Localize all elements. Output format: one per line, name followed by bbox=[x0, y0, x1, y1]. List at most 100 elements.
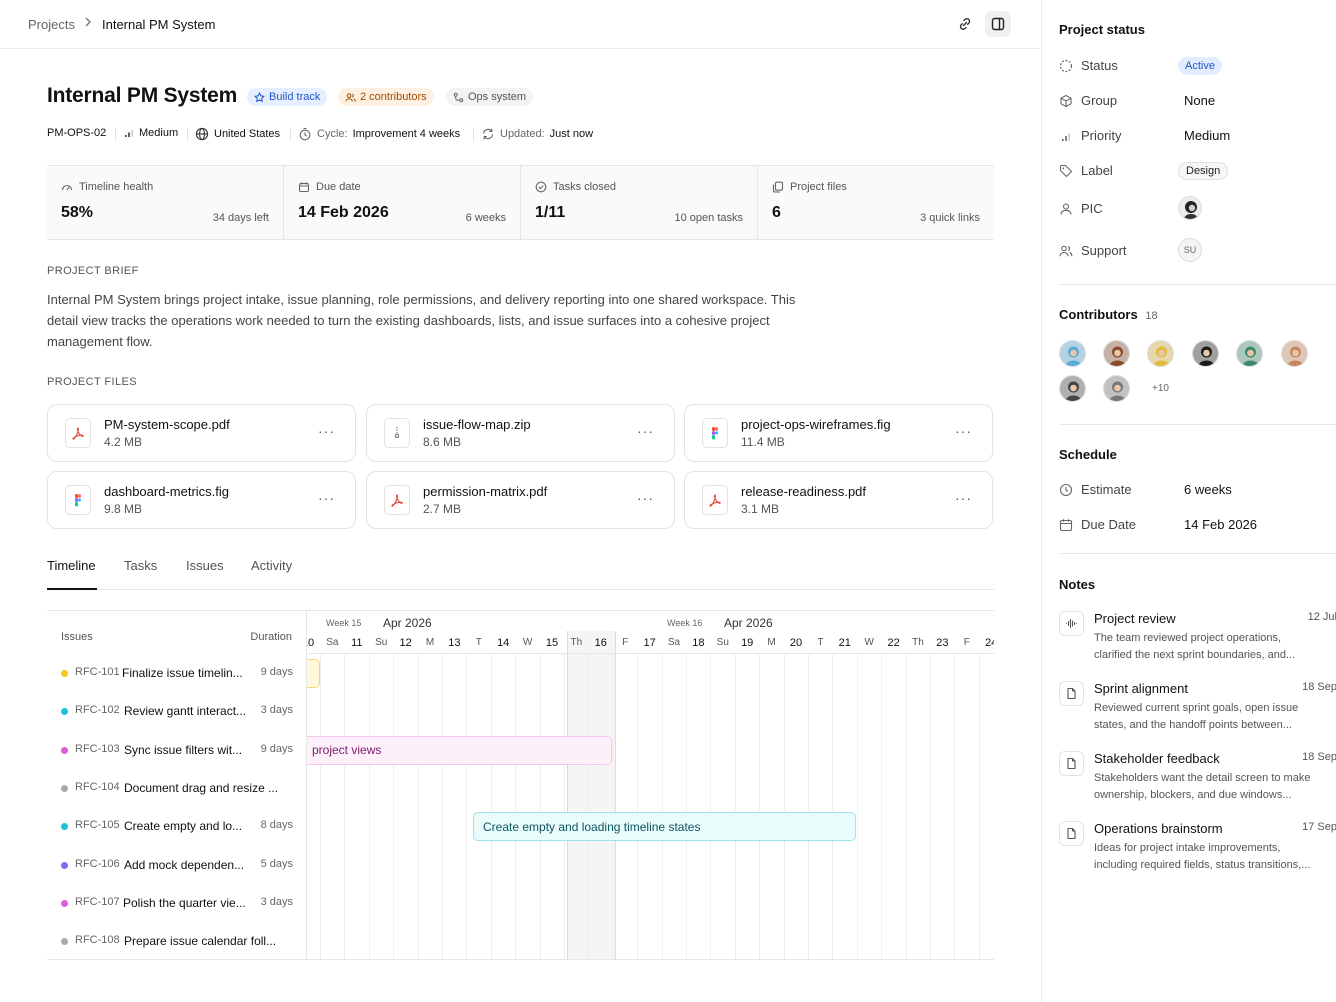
files-heading: PROJECT FILES bbox=[47, 376, 137, 388]
more-options-button[interactable]: ··· bbox=[637, 423, 654, 439]
issue-row[interactable]: RFC-108 Prepare issue calendar foll... bbox=[47, 922, 307, 959]
gantt-grid: 10 Sa 11 Su 12 M 13 T 14 W 15 Th 16 F 17 Sa 18 Su 19 M 20 T 21… bbox=[302, 611, 994, 959]
note-item[interactable]: Sprint alignment 18 Sep Reviewed current s… bbox=[1059, 681, 1336, 747]
weekday-label: W bbox=[864, 637, 874, 648]
stat-label: Due date bbox=[298, 181, 361, 193]
prop-label: Label bbox=[1081, 163, 1113, 178]
file-size: 4.2 MB bbox=[104, 435, 143, 449]
file-card[interactable]: issue-flow-map.zip 8.6 MB ··· bbox=[366, 404, 675, 462]
due-date-value[interactable]: 14 Feb 2026 bbox=[1184, 517, 1258, 532]
file-card[interactable]: dashboard-metrics.fig 9.8 MB ··· bbox=[47, 471, 356, 529]
system-chip[interactable]: Ops system bbox=[446, 88, 534, 106]
contributors-chip[interactable]: 2 contributors bbox=[338, 88, 434, 106]
tab-tasks[interactable]: Tasks bbox=[124, 558, 158, 573]
day-number: 14 bbox=[497, 637, 510, 649]
tab-timeline[interactable]: Timeline bbox=[47, 558, 96, 573]
issue-row[interactable]: RFC-105 Create empty and lo... 8 days bbox=[47, 807, 307, 845]
note-item[interactable]: Operations brainstorm 17 Sep Ideas for pro… bbox=[1059, 821, 1336, 887]
meta-cycle[interactable]: Cycle: Improvement 4 weeks bbox=[298, 127, 460, 141]
issue-id: RFC-108 bbox=[75, 934, 120, 947]
more-options-button[interactable]: ··· bbox=[318, 423, 335, 439]
issue-duration: 3 days bbox=[260, 704, 293, 717]
breadcrumb-projects[interactable]: Projects bbox=[28, 17, 75, 32]
contributor-avatar[interactable] bbox=[1103, 375, 1130, 402]
note-title: Stakeholder feedback bbox=[1094, 751, 1220, 766]
tab-activity[interactable]: Activity bbox=[251, 558, 293, 573]
stat-project-files: Project files 6 3 quick links bbox=[758, 166, 994, 239]
label-badge[interactable]: Design bbox=[1178, 162, 1229, 180]
issue-row[interactable]: RFC-107 Polish the quarter vie... 3 days bbox=[47, 884, 307, 922]
issue-row[interactable]: RFC-106 Add mock dependen... 5 days bbox=[47, 846, 307, 884]
weekday-label: F bbox=[622, 637, 629, 648]
contributor-avatar[interactable] bbox=[1059, 340, 1086, 367]
prop-pic: PIC bbox=[1059, 201, 1103, 216]
contributor-avatar[interactable] bbox=[1059, 375, 1086, 402]
estimate-value[interactable]: 6 weeks bbox=[1184, 482, 1232, 497]
timeline-bar[interactable]: project views bbox=[302, 735, 612, 765]
file-card[interactable]: PM-system-scope.pdf 4.2 MB ··· bbox=[47, 404, 356, 462]
note-item[interactable]: Project review 12 Jul The team reviewed pr… bbox=[1059, 611, 1336, 677]
issues-column-header: Issues bbox=[61, 631, 93, 643]
calendar-icon bbox=[1059, 518, 1073, 531]
contributor-avatar[interactable] bbox=[1236, 340, 1263, 367]
issue-row[interactable]: RFC-104 Document drag and resize ... bbox=[47, 769, 307, 807]
status-badge[interactable]: Active bbox=[1178, 57, 1222, 75]
grid-column-line bbox=[588, 653, 590, 959]
issue-row[interactable]: RFC-101 Finalize issue timelin... 9 days bbox=[47, 654, 307, 692]
contributors-chip-label: 2 contributors bbox=[360, 91, 427, 103]
users-icon bbox=[1059, 245, 1073, 256]
contributor-avatar[interactable] bbox=[1147, 340, 1174, 367]
gantt-issue-list: Issues Duration RFC-101 Finalize issue ti… bbox=[47, 611, 307, 959]
weekday-label: Sa bbox=[326, 637, 339, 648]
meta-divider bbox=[115, 128, 116, 141]
more-options-button[interactable]: ··· bbox=[318, 490, 335, 506]
timeline-bar[interactable]: Create empty and loading timeline states bbox=[473, 812, 856, 842]
more-options-button[interactable]: ··· bbox=[955, 490, 972, 506]
track-chip[interactable]: Build track bbox=[247, 88, 328, 106]
toggle-panel-button[interactable] bbox=[985, 11, 1011, 37]
more-contributors-count[interactable]: +10 bbox=[1152, 383, 1169, 394]
weekday-label: T bbox=[475, 637, 482, 648]
grid-column-line bbox=[832, 653, 834, 959]
weekday-label: F bbox=[963, 637, 970, 648]
copy-link-button[interactable] bbox=[952, 11, 978, 37]
tab-issues[interactable]: Issues bbox=[186, 558, 224, 573]
file-card[interactable]: release-readiness.pdf 3.1 MB ··· bbox=[684, 471, 993, 529]
priority-value[interactable]: Medium bbox=[1184, 128, 1231, 143]
pic-avatar[interactable] bbox=[1178, 196, 1202, 220]
zip-icon bbox=[395, 427, 399, 439]
contributors-heading-text: Contributors bbox=[1059, 307, 1138, 322]
issue-row[interactable]: RFC-102 Review gantt interact... 3 days bbox=[47, 692, 307, 730]
contributor-avatar[interactable] bbox=[1281, 340, 1308, 367]
grid-column-line bbox=[466, 653, 468, 959]
schedule-estimate: Estimate bbox=[1059, 482, 1132, 497]
meta-priority[interactable]: Medium bbox=[124, 127, 178, 139]
user-icon bbox=[1060, 202, 1072, 215]
file-card[interactable]: permission-matrix.pdf 2.7 MB ··· bbox=[366, 471, 675, 529]
more-options-button[interactable]: ··· bbox=[955, 423, 972, 439]
note-body: Reviewed current sprint goals, open issu… bbox=[1094, 702, 1299, 731]
issue-row[interactable]: RFC-103 Sync issue filters wit... 9 days bbox=[47, 731, 307, 769]
meta-region[interactable]: United States bbox=[195, 127, 280, 141]
group-value[interactable]: None bbox=[1184, 93, 1216, 108]
meta-divider bbox=[473, 128, 474, 141]
person-photo-icon bbox=[1183, 201, 1199, 219]
more-options-button[interactable]: ··· bbox=[637, 490, 654, 506]
prop-label: Priority bbox=[1081, 128, 1122, 143]
support-avatar[interactable]: SU bbox=[1178, 238, 1202, 262]
duration-column-header: Duration bbox=[250, 631, 292, 643]
meta-updated-value: Just now bbox=[549, 128, 594, 140]
contributor-avatar[interactable] bbox=[1192, 340, 1219, 367]
note-title: Sprint alignment bbox=[1094, 681, 1188, 696]
issue-duration: 8 days bbox=[260, 819, 293, 832]
grid-column-line bbox=[442, 653, 443, 959]
schedule-label: Estimate bbox=[1081, 482, 1132, 497]
contributor-avatar[interactable] bbox=[1103, 340, 1130, 367]
file-card[interactable]: project-ops-wireframes.fig 11.4 MB ··· bbox=[684, 404, 993, 462]
note-item[interactable]: Stakeholder feedback 18 Sep Stakeholders w… bbox=[1059, 751, 1336, 817]
day-number: 18 bbox=[692, 637, 705, 649]
schedule-label: Due Date bbox=[1081, 517, 1136, 532]
note-body: Ideas for project intake improvements, i… bbox=[1094, 842, 1311, 871]
grid-column-line bbox=[710, 653, 712, 959]
stat-label-text: Project files bbox=[790, 181, 847, 193]
